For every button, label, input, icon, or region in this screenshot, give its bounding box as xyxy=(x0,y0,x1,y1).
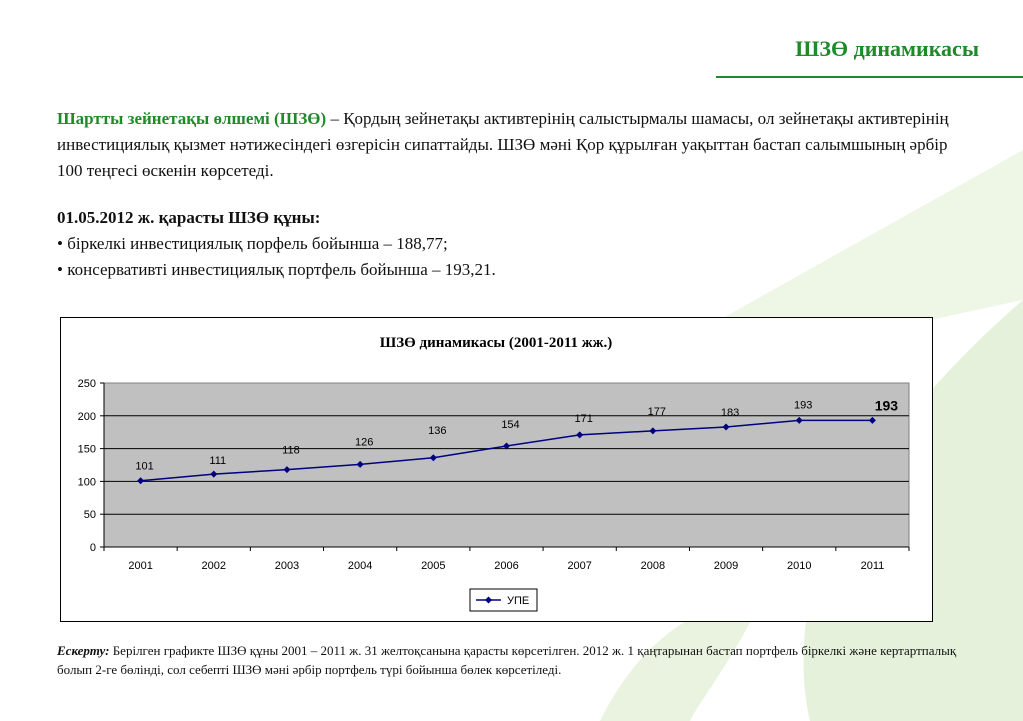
y-tick-label: 150 xyxy=(78,444,96,456)
data-label: 154 xyxy=(501,419,519,431)
y-tick-label: 0 xyxy=(90,542,96,554)
x-tick-label: 2005 xyxy=(421,560,445,572)
data-point xyxy=(429,454,437,462)
x-tick-label: 2007 xyxy=(567,560,591,572)
data-point xyxy=(868,416,876,424)
x-tick-label: 2002 xyxy=(202,560,226,572)
y-tick-label: 100 xyxy=(78,476,96,488)
intro-text: – Қордың зейнетақы активтерінің салыстыр… xyxy=(57,109,949,180)
data-point xyxy=(503,442,510,450)
data-point xyxy=(722,423,730,431)
data-point xyxy=(283,466,291,474)
x-tick-label: 2010 xyxy=(787,560,811,572)
data-label: 111 xyxy=(209,455,226,467)
x-tick-label: 2004 xyxy=(348,560,372,572)
x-tick-label: 2006 xyxy=(494,560,518,572)
line-chart: ШЗӨ динамикасы (2001-2011 жж.) 0 50 100 150… xyxy=(78,335,910,612)
legend-box xyxy=(469,588,538,612)
x-tick-label: 2008 xyxy=(641,560,665,572)
x-tick-label: 2001 xyxy=(128,560,152,572)
x-tick-label: 2009 xyxy=(714,560,738,572)
data-point xyxy=(210,470,218,478)
data-label: 136 xyxy=(428,425,446,437)
y-tick-label: 250 xyxy=(78,378,96,390)
x-tick-label: 2011 xyxy=(861,560,885,572)
values-heading: 01.05.2012 ж. қарасты ШЗӨ құны: xyxy=(57,208,321,227)
legend-marker xyxy=(485,596,492,604)
y-tick-label: 200 xyxy=(78,411,96,423)
legend-label: УПЕ xyxy=(507,595,529,607)
data-point xyxy=(576,431,584,439)
x-tick-label: 2003 xyxy=(275,560,299,572)
values-item: • консервативті инвестициялық портфель б… xyxy=(57,260,496,279)
data-label: 101 xyxy=(135,461,153,473)
footnote-text: Берілген графикте ШЗӨ құны 2001 – 2011 ж… xyxy=(57,643,957,677)
data-label: 171 xyxy=(575,413,593,425)
data-label: 193 xyxy=(875,397,899,413)
page-title: ШЗӨ динамикасы xyxy=(795,36,979,61)
intro-term: Шартты зейнетақы өлшемі (ШЗӨ) xyxy=(57,109,327,128)
data-point xyxy=(356,460,364,468)
data-point xyxy=(649,427,657,435)
data-label: 118 xyxy=(282,445,300,457)
intro-paragraph: Шартты зейнетақы өлшемі (ШЗӨ) – Қордың з… xyxy=(57,106,957,184)
y-tick-label: 50 xyxy=(84,509,96,521)
data-label: 183 xyxy=(721,407,739,419)
chart-title: ШЗӨ динамикасы (2001-2011 жж.) xyxy=(380,335,613,351)
header-divider xyxy=(716,76,1023,78)
data-point xyxy=(137,477,145,485)
chart-container: ШЗӨ динамикасы (2001-2011 жж.) 0 50 100 150… xyxy=(60,317,933,622)
footnote: Ескерту: Берілген графикте ШЗӨ құны 2001… xyxy=(57,641,977,679)
data-label: 126 xyxy=(355,436,373,448)
footnote-label: Ескерту: xyxy=(57,643,110,658)
data-label: 193 xyxy=(794,399,812,411)
data-point xyxy=(795,416,803,424)
data-label: 177 xyxy=(648,406,666,418)
values-block: 01.05.2012 ж. қарасты ШЗӨ құны: • біркел… xyxy=(57,205,957,283)
values-item: • біркелкі инвестициялық порфель бойынша… xyxy=(57,234,448,253)
